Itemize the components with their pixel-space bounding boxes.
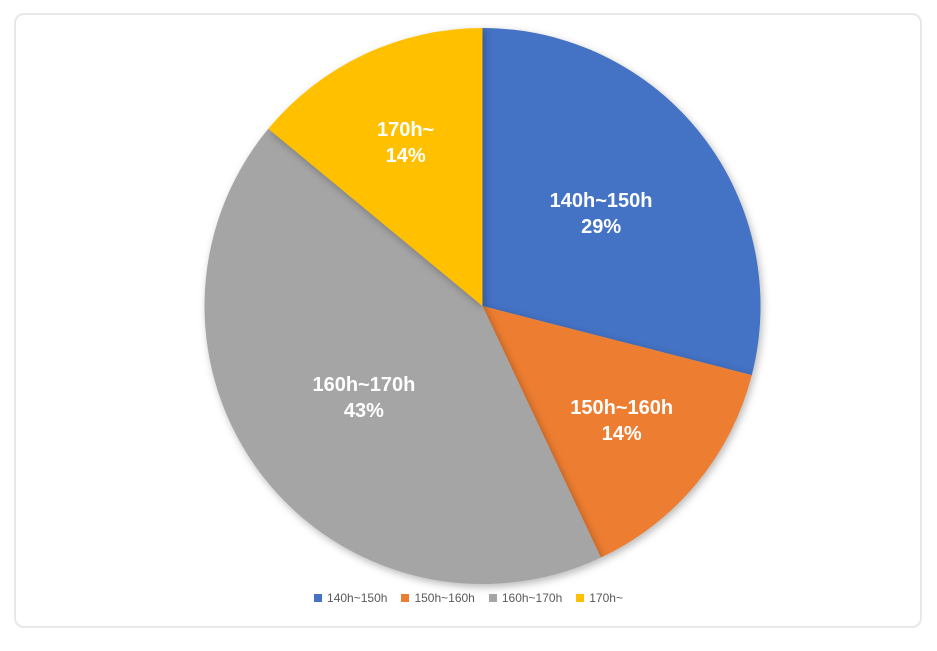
pie-slice-150h~160h — [482, 306, 752, 558]
legend-item-160h~170h: 160h~170h — [488, 591, 563, 605]
legend-swatch-icon — [314, 594, 323, 602]
legend-label: 140h~150h — [327, 591, 388, 605]
legend-item-140h~150h: 140h~150h — [314, 591, 387, 605]
legend-swatch-icon — [401, 594, 410, 602]
pie-slice-140h~150h — [482, 28, 761, 376]
pie-slice-170h~ — [268, 28, 483, 306]
legend-label: 150h~160h — [414, 591, 475, 605]
legend-item-170h~: 170h~ — [576, 591, 623, 605]
legend-label: 160h~170h — [501, 591, 563, 605]
legend-item-150h~160h: 150h~160h — [401, 591, 475, 605]
legend-label: 170h~ — [589, 591, 623, 605]
pie-slice-160h~170h — [204, 128, 601, 584]
legend-swatch-icon — [576, 594, 585, 602]
chart-legend: 140h~150h 150h~160h 160h~170h 170h~ — [0, 591, 937, 605]
legend-swatch-icon — [488, 594, 497, 602]
